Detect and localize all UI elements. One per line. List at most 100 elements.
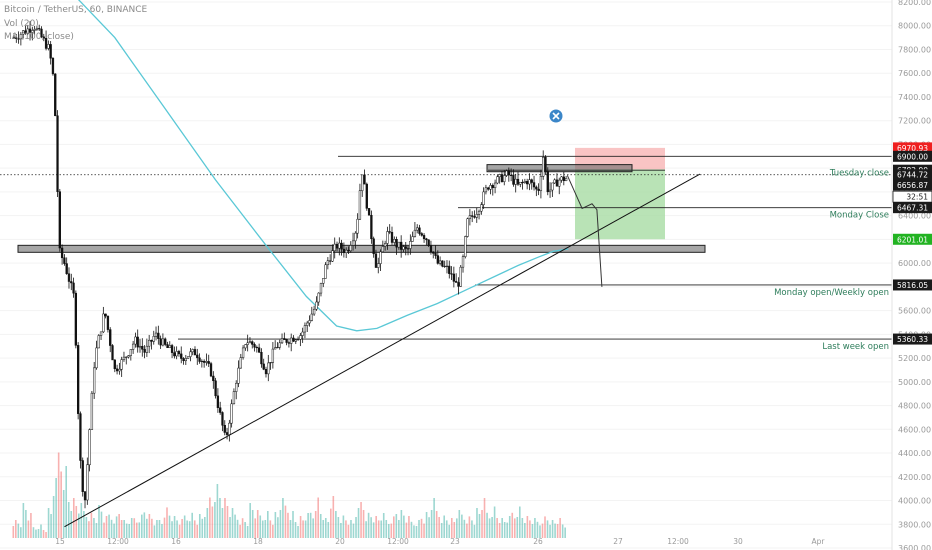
candle-body	[93, 367, 96, 394]
volume-bar	[352, 523, 355, 538]
candle-body	[166, 344, 169, 349]
volume-bar	[128, 524, 131, 538]
volume-bar	[506, 522, 509, 538]
volume-bar	[143, 512, 146, 538]
volume-bar	[244, 522, 246, 538]
trendline[interactable]	[64, 173, 701, 528]
candle-body	[333, 243, 336, 251]
volume-bar	[173, 516, 176, 538]
price-tag	[893, 169, 932, 181]
volume-bar	[534, 518, 536, 538]
candle-body	[95, 347, 98, 369]
volume-bar	[83, 511, 85, 538]
candle-body	[235, 383, 238, 392]
volume-bar	[445, 520, 448, 538]
volume-bar	[259, 515, 262, 538]
volume-bar	[458, 510, 461, 538]
candle-body	[530, 179, 533, 183]
candle-body	[49, 44, 52, 59]
candle-body	[88, 429, 91, 466]
candle-body	[81, 460, 84, 492]
resistance-zones[interactable]	[17, 164, 706, 253]
candle-body	[542, 156, 545, 177]
volume-bar	[539, 525, 541, 538]
volume-bar	[360, 502, 362, 538]
candle-body	[294, 339, 297, 342]
candle-body	[170, 345, 174, 353]
candle-body	[558, 179, 561, 187]
candle-body	[361, 174, 364, 191]
candle-body	[374, 253, 378, 268]
volume-bar	[204, 517, 206, 538]
volume-bar	[216, 484, 219, 538]
candle-body	[111, 345, 114, 361]
volume-bar	[211, 506, 214, 538]
candle-body	[40, 28, 43, 38]
candle-body	[248, 341, 252, 344]
x-tick-label: 12:00	[667, 537, 689, 546]
candle-body	[434, 253, 437, 256]
volume-bar	[161, 524, 163, 538]
volume-bar	[55, 478, 57, 538]
candle-body	[363, 174, 366, 185]
candle-body	[544, 156, 547, 172]
volume-bar	[30, 513, 32, 538]
volume-bar	[65, 466, 67, 538]
candle-body	[445, 265, 449, 267]
volume-bar	[35, 529, 37, 538]
volume-bar	[72, 498, 75, 538]
candle-body	[452, 273, 456, 282]
candle-body	[358, 190, 362, 220]
candle-body	[154, 332, 158, 337]
volume-bar	[57, 452, 60, 538]
volume-bar	[385, 520, 388, 538]
volume-bar	[236, 519, 239, 538]
candle-body	[104, 313, 107, 317]
close-icon[interactable]	[549, 109, 563, 123]
candle-body	[257, 347, 261, 353]
short-position-box[interactable]	[575, 147, 665, 240]
price-tag	[893, 279, 932, 291]
volume-bar	[294, 522, 297, 538]
volume-bar	[345, 520, 347, 538]
candle-body	[269, 362, 272, 364]
candle-body	[400, 241, 403, 250]
time-axis[interactable]: 15 12:00 16 18 20 12:00 23 26 27 12:00 30 Apr	[55, 537, 825, 546]
volume-bar	[309, 512, 312, 538]
volume-bar	[423, 523, 425, 538]
price-tag-label: 6656.87	[897, 181, 928, 190]
volume-bar	[231, 508, 234, 538]
candle-body	[514, 178, 517, 185]
volume-bar	[15, 520, 17, 538]
volume-bar	[125, 523, 128, 538]
volume-bar	[398, 520, 400, 538]
moving-average-line	[77, 0, 569, 332]
candle-body	[207, 361, 210, 364]
candle-body	[28, 28, 32, 33]
candle-body	[31, 30, 34, 33]
projection-path[interactable]	[566, 175, 603, 287]
volume-bar	[249, 503, 251, 538]
candle-body	[324, 264, 327, 279]
candle-body	[356, 218, 359, 234]
candle-body	[182, 358, 185, 362]
volume-bar	[508, 516, 511, 538]
volume-bar	[70, 511, 73, 538]
price-axis[interactable]: 3600.00 3800.00 4000.00 4200.00 4400.00 4600.…	[891, 0, 931, 550]
volume-bar	[206, 508, 209, 538]
volume-bar	[519, 506, 521, 538]
horizontal-levels[interactable]: Tuesday close Monday Close Monday open/Wee…	[0, 155, 892, 352]
volume-bar	[113, 523, 115, 538]
candle-body	[102, 313, 105, 333]
candle-body	[512, 175, 515, 185]
candle-body	[125, 356, 128, 358]
volume-indicator-label[interactable]: Vol (20)	[4, 19, 39, 29]
volume-bar	[50, 514, 52, 538]
candle-body	[86, 464, 89, 501]
volume-bar	[188, 521, 191, 538]
candle-body	[17, 38, 20, 40]
candle-body	[402, 246, 405, 250]
ma-indicator-label[interactable]: MA (100, close)	[4, 32, 74, 42]
candle-body	[523, 181, 527, 183]
